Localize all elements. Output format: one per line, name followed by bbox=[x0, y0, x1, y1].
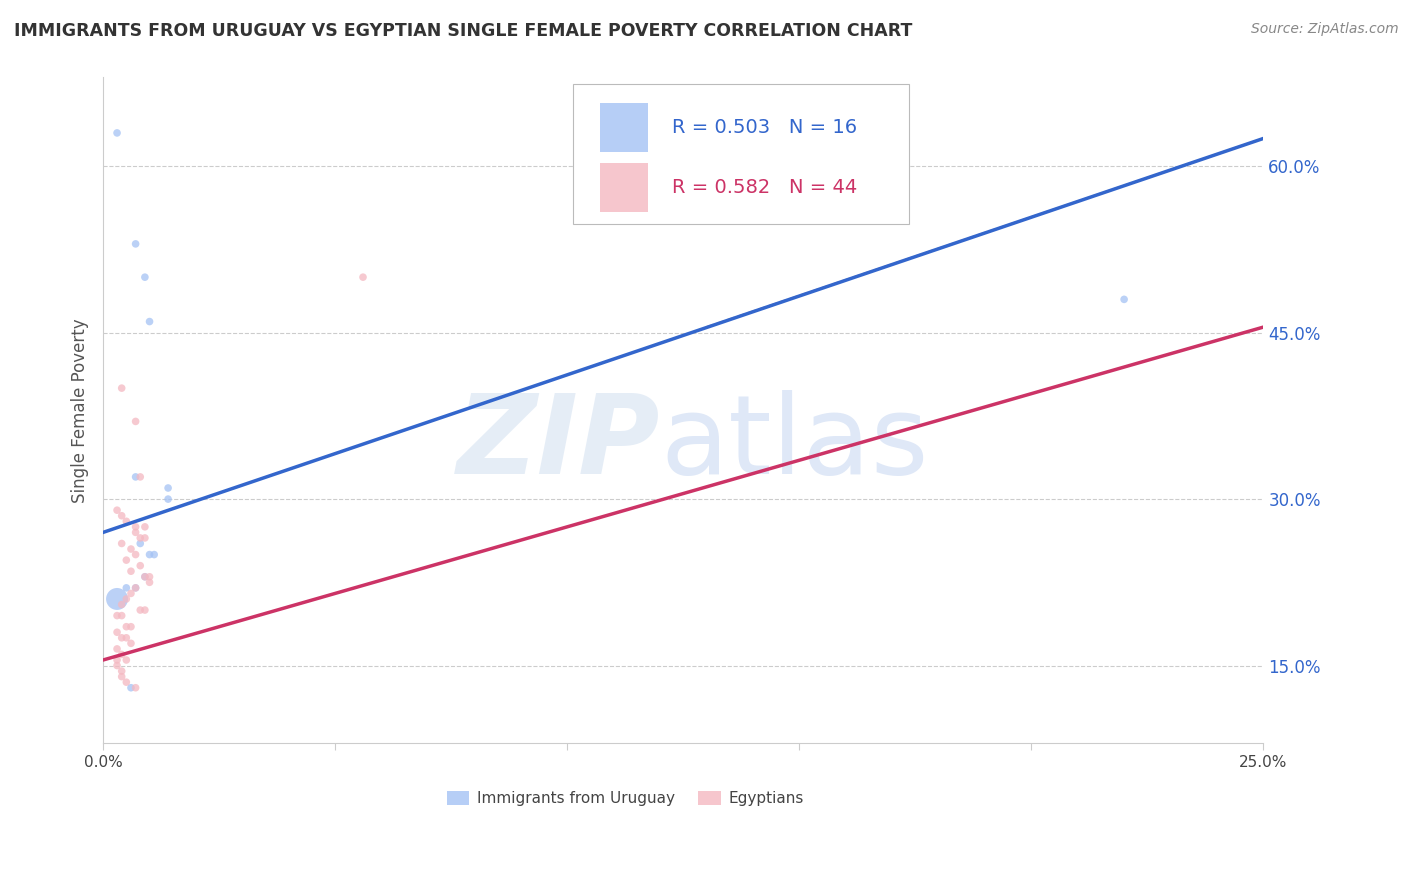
Point bbox=[134, 520, 156, 534]
Point bbox=[134, 570, 156, 584]
Point bbox=[124, 581, 146, 595]
Point bbox=[105, 641, 128, 656]
Point bbox=[105, 126, 128, 140]
Point bbox=[138, 575, 160, 590]
Point bbox=[105, 591, 128, 606]
Point bbox=[134, 603, 156, 617]
Point bbox=[124, 470, 146, 484]
Point bbox=[138, 314, 160, 328]
Point bbox=[120, 586, 142, 600]
Point bbox=[157, 481, 180, 495]
Point bbox=[115, 553, 138, 567]
Point bbox=[120, 564, 142, 578]
Text: Source: ZipAtlas.com: Source: ZipAtlas.com bbox=[1251, 22, 1399, 37]
Legend: Immigrants from Uruguay, Egyptians: Immigrants from Uruguay, Egyptians bbox=[440, 785, 810, 812]
Point bbox=[120, 542, 142, 557]
Point bbox=[105, 503, 128, 517]
Text: ZIP: ZIP bbox=[457, 390, 659, 497]
Point bbox=[129, 536, 152, 550]
Point bbox=[111, 381, 134, 395]
Point bbox=[111, 664, 134, 678]
Text: IMMIGRANTS FROM URUGUAY VS EGYPTIAN SINGLE FEMALE POVERTY CORRELATION CHART: IMMIGRANTS FROM URUGUAY VS EGYPTIAN SING… bbox=[14, 22, 912, 40]
Point bbox=[111, 670, 134, 684]
Point bbox=[115, 591, 138, 606]
Point bbox=[111, 608, 134, 623]
Point bbox=[124, 236, 146, 251]
Text: atlas: atlas bbox=[659, 390, 928, 497]
Point bbox=[124, 525, 146, 540]
Point bbox=[120, 620, 142, 634]
Point bbox=[124, 414, 146, 428]
Point bbox=[134, 270, 156, 285]
Point bbox=[111, 508, 134, 523]
Point bbox=[129, 470, 152, 484]
Point bbox=[115, 581, 138, 595]
Point bbox=[105, 653, 128, 667]
Point bbox=[129, 558, 152, 573]
Point bbox=[111, 536, 134, 550]
Point bbox=[105, 625, 128, 640]
Point bbox=[352, 270, 374, 285]
Point bbox=[111, 598, 134, 612]
Point bbox=[134, 531, 156, 545]
Point bbox=[111, 631, 134, 645]
Point bbox=[120, 636, 142, 650]
Text: R = 0.503   N = 16: R = 0.503 N = 16 bbox=[672, 118, 856, 136]
Point bbox=[105, 608, 128, 623]
Point bbox=[115, 631, 138, 645]
Point bbox=[138, 570, 160, 584]
Point bbox=[157, 492, 180, 507]
Point bbox=[124, 548, 146, 562]
Point bbox=[129, 531, 152, 545]
FancyBboxPatch shape bbox=[574, 84, 910, 224]
Text: R = 0.582   N = 44: R = 0.582 N = 44 bbox=[672, 178, 856, 197]
Point bbox=[124, 581, 146, 595]
Point bbox=[115, 675, 138, 690]
FancyBboxPatch shape bbox=[600, 103, 648, 152]
Point bbox=[1114, 293, 1136, 307]
Point bbox=[115, 653, 138, 667]
Point bbox=[124, 681, 146, 695]
Point bbox=[111, 648, 134, 662]
Point bbox=[134, 570, 156, 584]
FancyBboxPatch shape bbox=[600, 162, 648, 212]
Y-axis label: Single Female Poverty: Single Female Poverty bbox=[72, 318, 89, 502]
Point bbox=[120, 681, 142, 695]
Point bbox=[129, 603, 152, 617]
Point bbox=[115, 620, 138, 634]
Point bbox=[105, 658, 128, 673]
Point bbox=[138, 548, 160, 562]
Point bbox=[115, 514, 138, 528]
Point bbox=[143, 548, 166, 562]
Point bbox=[124, 520, 146, 534]
